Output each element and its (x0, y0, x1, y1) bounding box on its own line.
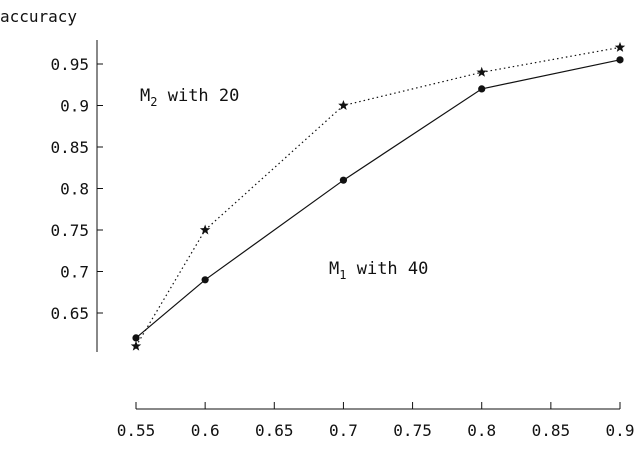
annotation-m1-suffix: with 40 (346, 259, 428, 279)
y-axis-title: accuracy (0, 7, 77, 26)
annotation-m2: M2 with 20 (140, 86, 239, 109)
x-tick-label: 0.8 (467, 421, 496, 440)
data-point-m1 (201, 276, 209, 284)
y-tick-label: 0.9 (60, 97, 89, 116)
data-point-m2 (130, 340, 142, 351)
data-point-m1 (132, 334, 140, 342)
y-axis-ticks: 0.65 0.7 0.75 0.8 0.85 0.9 0.95 (50, 55, 103, 323)
y-tick-label: 0.8 (60, 180, 89, 199)
annotation-m2-prefix: M (140, 86, 150, 106)
annotation-m2-suffix: with 20 (157, 86, 239, 106)
x-axis-ticks: 0.55 0.6 0.65 0.7 0.75 0.8 0.85 0.9 (117, 402, 635, 440)
data-point-m2 (476, 66, 487, 77)
data-point-m2 (614, 41, 626, 52)
x-tick-label: 0.9 (606, 421, 635, 440)
annotation-m2-sub: 2 (150, 95, 157, 109)
x-tick-label: 0.7 (329, 421, 358, 440)
series-layer (130, 41, 626, 351)
data-point-m1 (616, 56, 624, 64)
series-line-m2 (135, 46, 621, 347)
annotation-m1-sub: 1 (339, 268, 346, 282)
y-tick-label: 0.95 (50, 55, 89, 74)
data-point-m2 (338, 100, 349, 110)
x-tick-label: 0.6 (191, 421, 220, 440)
y-tick-label: 0.7 (60, 263, 89, 282)
y-tick-label: 0.75 (50, 221, 89, 240)
x-tick-label: 0.85 (532, 421, 571, 440)
x-tick-label: 0.55 (117, 421, 156, 440)
y-tick-label: 0.85 (50, 138, 89, 157)
data-point-m1 (339, 176, 348, 184)
data-point-m2 (199, 224, 211, 235)
annotation-m1-prefix: M (329, 259, 339, 279)
data-point-m1 (478, 85, 486, 93)
y-tick-label: 0.65 (50, 304, 89, 323)
x-tick-label: 0.65 (255, 421, 294, 440)
x-tick-label: 0.75 (393, 421, 432, 440)
annotation-m1: M1 with 40 (329, 259, 428, 282)
